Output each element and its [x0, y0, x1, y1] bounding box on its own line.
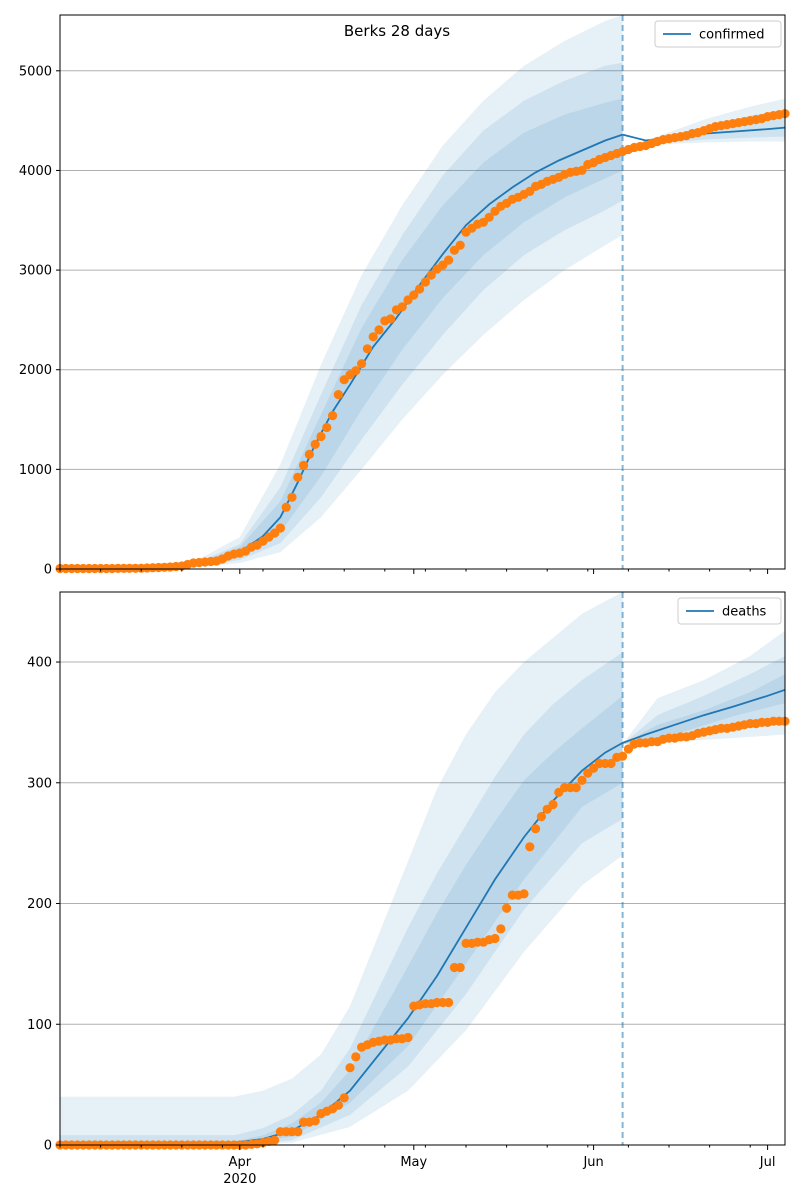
observed-point	[403, 1032, 413, 1043]
observed-point	[484, 212, 494, 222]
model-line	[622, 688, 786, 744]
legend-label: deaths	[722, 605, 767, 620]
x-tick-sublabel: 2020	[223, 1172, 256, 1187]
legend-box	[677, 597, 782, 625]
y-tick-label: 4000	[19, 164, 52, 179]
y-tick-label: 200	[27, 897, 52, 912]
y-tick-label: 1000	[19, 463, 52, 478]
observed-point	[374, 325, 384, 335]
x-tick-label: Apr	[229, 1155, 252, 1170]
observed-point	[275, 523, 285, 533]
observed-point	[310, 1116, 320, 1126]
y-tick-label: 0	[44, 1139, 52, 1154]
observed-point	[444, 255, 454, 265]
observed-point	[519, 889, 529, 899]
legend: deaths	[677, 597, 782, 625]
observed-point	[270, 1135, 280, 1145]
observed-point	[368, 332, 378, 342]
observed-point	[362, 344, 372, 354]
observed-point	[455, 240, 465, 250]
observed-point	[571, 783, 581, 793]
y-tick-label: 100	[27, 1018, 52, 1033]
observed-point	[299, 460, 309, 470]
x-tick-label: Jun	[582, 1155, 603, 1170]
observed-point	[281, 502, 291, 512]
observed-point	[333, 1100, 343, 1110]
observed-point	[351, 366, 361, 376]
y-tick-label: 5000	[19, 64, 52, 79]
uncertainty-band	[60, 15, 623, 569]
observed-point	[502, 903, 512, 913]
observed-point	[316, 431, 326, 442]
y-tick-label: 400	[27, 656, 52, 671]
observed-point	[351, 1052, 361, 1062]
y-tick-label: 300	[27, 776, 52, 791]
observed-point	[455, 962, 465, 973]
panel-confirmed: 0 1000 2000 3000 4000 5000 confirmed	[19, 14, 790, 578]
observed-point	[310, 439, 320, 449]
y-tick-label: 0	[44, 563, 52, 578]
axes-frame	[59, 591, 786, 1146]
observed-point	[322, 422, 332, 433]
observed-point	[420, 277, 430, 287]
panel-deaths: 0 100 200 300 400 Apr 2020 May Jun Jul deaths	[27, 591, 790, 1187]
observed-point	[339, 1093, 349, 1103]
observed-point	[287, 492, 297, 502]
legend-box	[654, 20, 782, 48]
observed-point	[577, 775, 587, 786]
x-tick-label: May	[400, 1155, 427, 1170]
observed-point	[496, 924, 506, 934]
observed-point	[548, 799, 558, 810]
observed-point	[357, 359, 367, 369]
observed-point	[444, 997, 454, 1008]
observed-point	[577, 165, 587, 175]
legend-label: confirmed	[699, 28, 765, 43]
observed-point	[304, 449, 314, 459]
y-tick-label: 2000	[19, 363, 52, 378]
observed-point	[328, 411, 338, 421]
observed-point	[618, 751, 628, 761]
observed-point	[490, 933, 500, 944]
legend: confirmed	[654, 20, 782, 48]
figure-title: Berks 28 days	[344, 22, 450, 40]
observed-point	[426, 270, 436, 280]
observed-point	[606, 758, 616, 769]
observed-point	[386, 314, 396, 324]
observed-point	[397, 302, 407, 312]
observed-point	[525, 842, 535, 852]
observed-point	[536, 812, 547, 822]
observed-point	[345, 1063, 355, 1073]
y-tick-label: 3000	[19, 264, 52, 279]
observed-point	[531, 824, 541, 834]
uncertainty-band	[60, 98, 623, 569]
observed-point	[293, 1127, 303, 1137]
uncertainty-band	[60, 592, 623, 1145]
observed-point	[293, 472, 303, 482]
observed-point	[333, 390, 343, 400]
uncertainty-band	[622, 674, 785, 745]
x-tick-label: Jul	[759, 1155, 776, 1170]
observed-point	[415, 284, 425, 294]
axes-frame	[59, 14, 786, 570]
uncertainty-band	[60, 62, 623, 570]
observed-point	[409, 290, 419, 300]
uncertainty-band	[622, 630, 785, 745]
